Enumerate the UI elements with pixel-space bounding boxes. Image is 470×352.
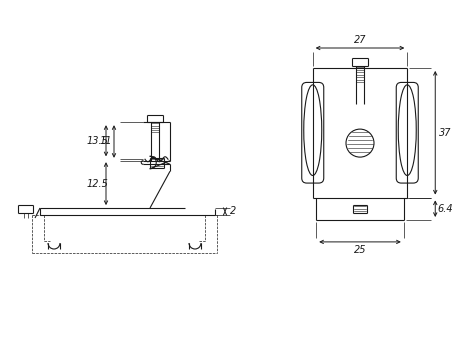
Text: 11: 11: [100, 137, 112, 146]
Text: 13.5: 13.5: [86, 136, 108, 146]
Text: 2: 2: [230, 207, 236, 216]
Text: 12.5: 12.5: [86, 178, 108, 189]
Text: 27: 27: [354, 35, 366, 45]
Text: 37: 37: [439, 128, 452, 138]
Text: 25: 25: [354, 245, 366, 255]
Text: 6.4: 6.4: [438, 204, 453, 214]
